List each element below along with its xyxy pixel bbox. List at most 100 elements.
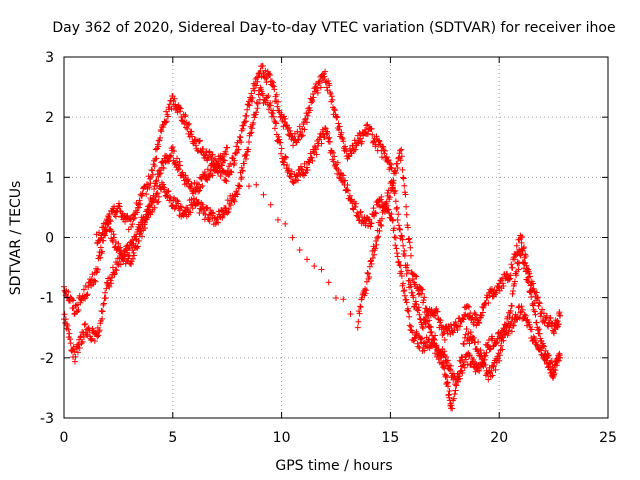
data-point [302, 170, 309, 177]
data-point [157, 170, 164, 177]
data-point [533, 289, 540, 296]
data-point [222, 205, 229, 212]
data-point [440, 359, 447, 366]
data-point [245, 138, 252, 145]
data-point [174, 155, 181, 162]
data-point [442, 363, 449, 370]
data-point [331, 106, 338, 113]
data-point [78, 340, 85, 347]
data-point [243, 112, 250, 119]
data-point [225, 208, 232, 215]
data-point [314, 89, 321, 96]
data-point [197, 137, 203, 144]
data-point [76, 336, 83, 343]
data-point [506, 314, 513, 321]
data-point [429, 332, 436, 339]
y-tick-label: -1 [40, 291, 54, 307]
data-point [473, 322, 480, 329]
data-point [381, 207, 388, 214]
data-point [409, 289, 416, 296]
data-point [407, 283, 414, 290]
data-point [470, 356, 477, 363]
data-point [533, 319, 540, 326]
data-point [171, 95, 178, 102]
data-point [460, 361, 467, 368]
data-point [228, 169, 235, 176]
data-point [550, 330, 557, 337]
data-point [333, 294, 339, 301]
data-point [513, 251, 520, 258]
data-point [196, 138, 203, 145]
data-point [203, 205, 210, 212]
data-point [405, 308, 412, 315]
data-point [270, 79, 277, 86]
data-point [556, 357, 563, 364]
data-point [513, 242, 520, 249]
data-point [370, 205, 377, 212]
data-point [536, 299, 543, 306]
data-point [200, 203, 207, 210]
data-point [500, 282, 507, 289]
data-point [160, 165, 167, 172]
data-point [184, 177, 191, 184]
data-point [129, 237, 136, 244]
data-point [500, 337, 507, 344]
data-point [212, 167, 219, 174]
data-point [340, 138, 347, 145]
data-point [518, 239, 525, 246]
y-tick-label: 1 [45, 170, 54, 186]
data-point [71, 358, 78, 365]
data-point [505, 276, 512, 283]
data-point [247, 130, 254, 137]
data-point [230, 197, 237, 204]
data-point [384, 189, 391, 196]
data-point [414, 340, 421, 347]
data-point [374, 234, 381, 241]
data-point [376, 138, 383, 145]
data-point [122, 218, 129, 225]
data-point [415, 307, 422, 314]
data-point [515, 304, 522, 311]
data-point [116, 200, 123, 207]
data-point [336, 123, 343, 130]
data-point [94, 333, 101, 340]
data-point [306, 104, 313, 111]
data-point [275, 133, 282, 140]
data-point [301, 126, 308, 133]
data-point [135, 237, 142, 244]
data-point [186, 120, 193, 127]
data-point [163, 108, 170, 115]
data-point [400, 174, 407, 181]
data-point [404, 262, 411, 269]
data-point [493, 339, 500, 346]
data-point [112, 266, 119, 273]
y-tick-label: 2 [45, 110, 54, 126]
data-point [481, 356, 488, 363]
data-point [388, 211, 395, 218]
data-point [442, 372, 449, 379]
data-point [298, 133, 305, 140]
data-point [536, 330, 543, 337]
data-point [540, 310, 547, 317]
data-point [375, 137, 382, 144]
series-track-a [61, 62, 564, 343]
data-point [187, 185, 194, 192]
data-point [156, 170, 163, 177]
data-point [222, 148, 229, 155]
data-point [454, 327, 461, 334]
data-point [310, 94, 317, 101]
data-point [199, 183, 206, 190]
data-point [92, 278, 99, 285]
data-point [371, 251, 378, 258]
data-point [450, 395, 457, 402]
data-point [357, 303, 364, 310]
data-point [389, 184, 396, 191]
data-point [447, 366, 454, 373]
data-point [329, 96, 336, 103]
data-point [259, 92, 266, 99]
data-point [432, 312, 439, 319]
data-point [116, 203, 123, 210]
data-point [345, 153, 352, 160]
data-point [394, 204, 401, 211]
